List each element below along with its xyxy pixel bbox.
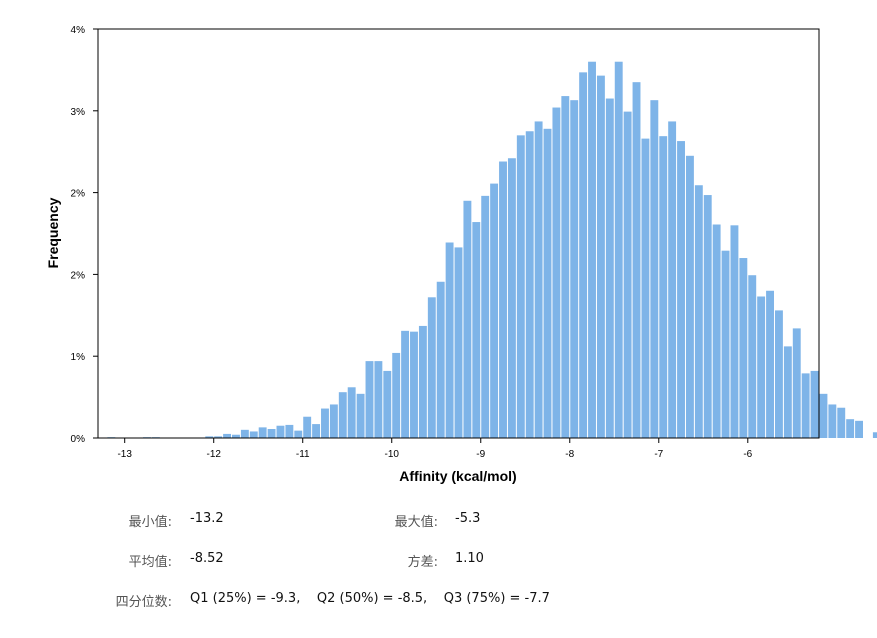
x-tick-label: -12 [206, 449, 221, 460]
x-tick-label: -9 [476, 449, 485, 460]
histogram-bar [846, 419, 855, 438]
histogram-bar [872, 432, 877, 438]
histogram-bar [721, 250, 730, 438]
histogram-bar [783, 346, 792, 438]
histogram-bar [490, 183, 499, 438]
histogram-bar [685, 155, 694, 439]
histogram-bar [757, 296, 766, 438]
histogram-bar [356, 393, 365, 438]
histogram-bar [596, 75, 605, 438]
histogram-bar [561, 96, 570, 438]
histogram-bar [650, 100, 659, 439]
histogram-bar [303, 416, 312, 438]
histogram-bar [614, 61, 623, 438]
histogram-bar [418, 325, 427, 438]
histogram-bar [605, 98, 614, 438]
histogram-bar [623, 111, 632, 439]
y-axis-ticks: 0% 1% 2% 2% 3% 4% [71, 25, 98, 445]
x-tick-label: -8 [565, 449, 574, 460]
histogram-bar [534, 121, 543, 439]
histogram-bar [321, 408, 329, 438]
x-tick-label: -10 [385, 449, 400, 460]
histogram-bar [694, 185, 703, 438]
y-tick-label: 1% [71, 352, 86, 363]
histogram-bar [232, 434, 240, 438]
histogram-bar [507, 158, 516, 439]
histogram-bar [828, 404, 837, 438]
histogram-bar [329, 404, 338, 438]
histogram-bar [285, 424, 294, 438]
histogram-bar [792, 328, 801, 438]
histogram-bar [810, 370, 819, 438]
histogram-bar [516, 135, 525, 438]
histogram-bar [472, 222, 481, 438]
plot-frame [97, 28, 820, 439]
histogram-bar [677, 141, 685, 438]
x-axis-ticks: -13 -12 -11 -10 -9 -8 -7 -6 [117, 438, 753, 460]
x-tick-label: -13 [117, 449, 132, 460]
histogram-bar [463, 200, 472, 438]
histogram-bar [525, 131, 534, 438]
histogram-bar [383, 370, 392, 438]
y-tick-label: 2% [71, 270, 86, 281]
y-tick-label: 4% [71, 25, 86, 36]
histogram-bar [427, 297, 436, 438]
histogram-bar [730, 225, 739, 438]
histogram-bar [249, 431, 258, 438]
histogram-bar [294, 430, 303, 438]
x-tick-label: -6 [743, 449, 752, 460]
histogram-bar [499, 161, 507, 438]
histogram-bar [481, 195, 490, 438]
histogram-bar [819, 393, 828, 438]
histogram-bar [748, 275, 757, 438]
histogram-bar [410, 331, 418, 438]
histogram-bar [801, 373, 810, 438]
y-tick-label: 3% [71, 107, 86, 118]
histogram-bar [632, 82, 641, 439]
y-tick-label: 2% [71, 189, 86, 200]
histogram-bar [837, 407, 846, 438]
histogram-bar [205, 436, 214, 438]
histogram-bar [258, 427, 267, 438]
x-tick-label: -11 [296, 449, 310, 460]
histogram-bar [659, 136, 668, 438]
histogram-bar [712, 224, 721, 438]
histogram-bar [374, 361, 383, 438]
histogram-bar [365, 361, 374, 438]
histogram-bar [240, 429, 249, 438]
histogram-bar [338, 392, 347, 438]
histogram-bar [267, 429, 276, 438]
y-tick-label: 0% [71, 434, 86, 445]
histogram-bar [543, 128, 552, 439]
histogram-bar [668, 121, 677, 439]
histogram-bar [766, 290, 774, 438]
histogram-bar [552, 107, 561, 438]
histogram-bar [445, 242, 454, 438]
histogram-bar [214, 436, 223, 438]
histogram-bar [276, 425, 285, 438]
histogram-bar [641, 138, 650, 439]
histogram-bar [312, 424, 321, 438]
histogram-bar [579, 72, 588, 438]
histogram-bar [401, 330, 410, 438]
histogram-bar [588, 61, 596, 438]
histogram-bar [392, 352, 401, 438]
x-tick-label: -7 [654, 449, 663, 460]
histogram-bar [436, 281, 445, 438]
x-axis-title: Affinity (kcal/mol) [399, 468, 516, 484]
histogram-bar [703, 195, 712, 438]
histogram-bar [347, 387, 356, 438]
histogram-bars [107, 61, 877, 439]
histogram-bar [739, 258, 748, 438]
histogram-bar [223, 433, 232, 438]
histogram-bar [855, 420, 863, 438]
histogram-bar [570, 100, 579, 439]
histogram-bar [454, 247, 463, 438]
histogram-bar [774, 310, 783, 438]
y-axis-title: Frequency [45, 197, 61, 268]
